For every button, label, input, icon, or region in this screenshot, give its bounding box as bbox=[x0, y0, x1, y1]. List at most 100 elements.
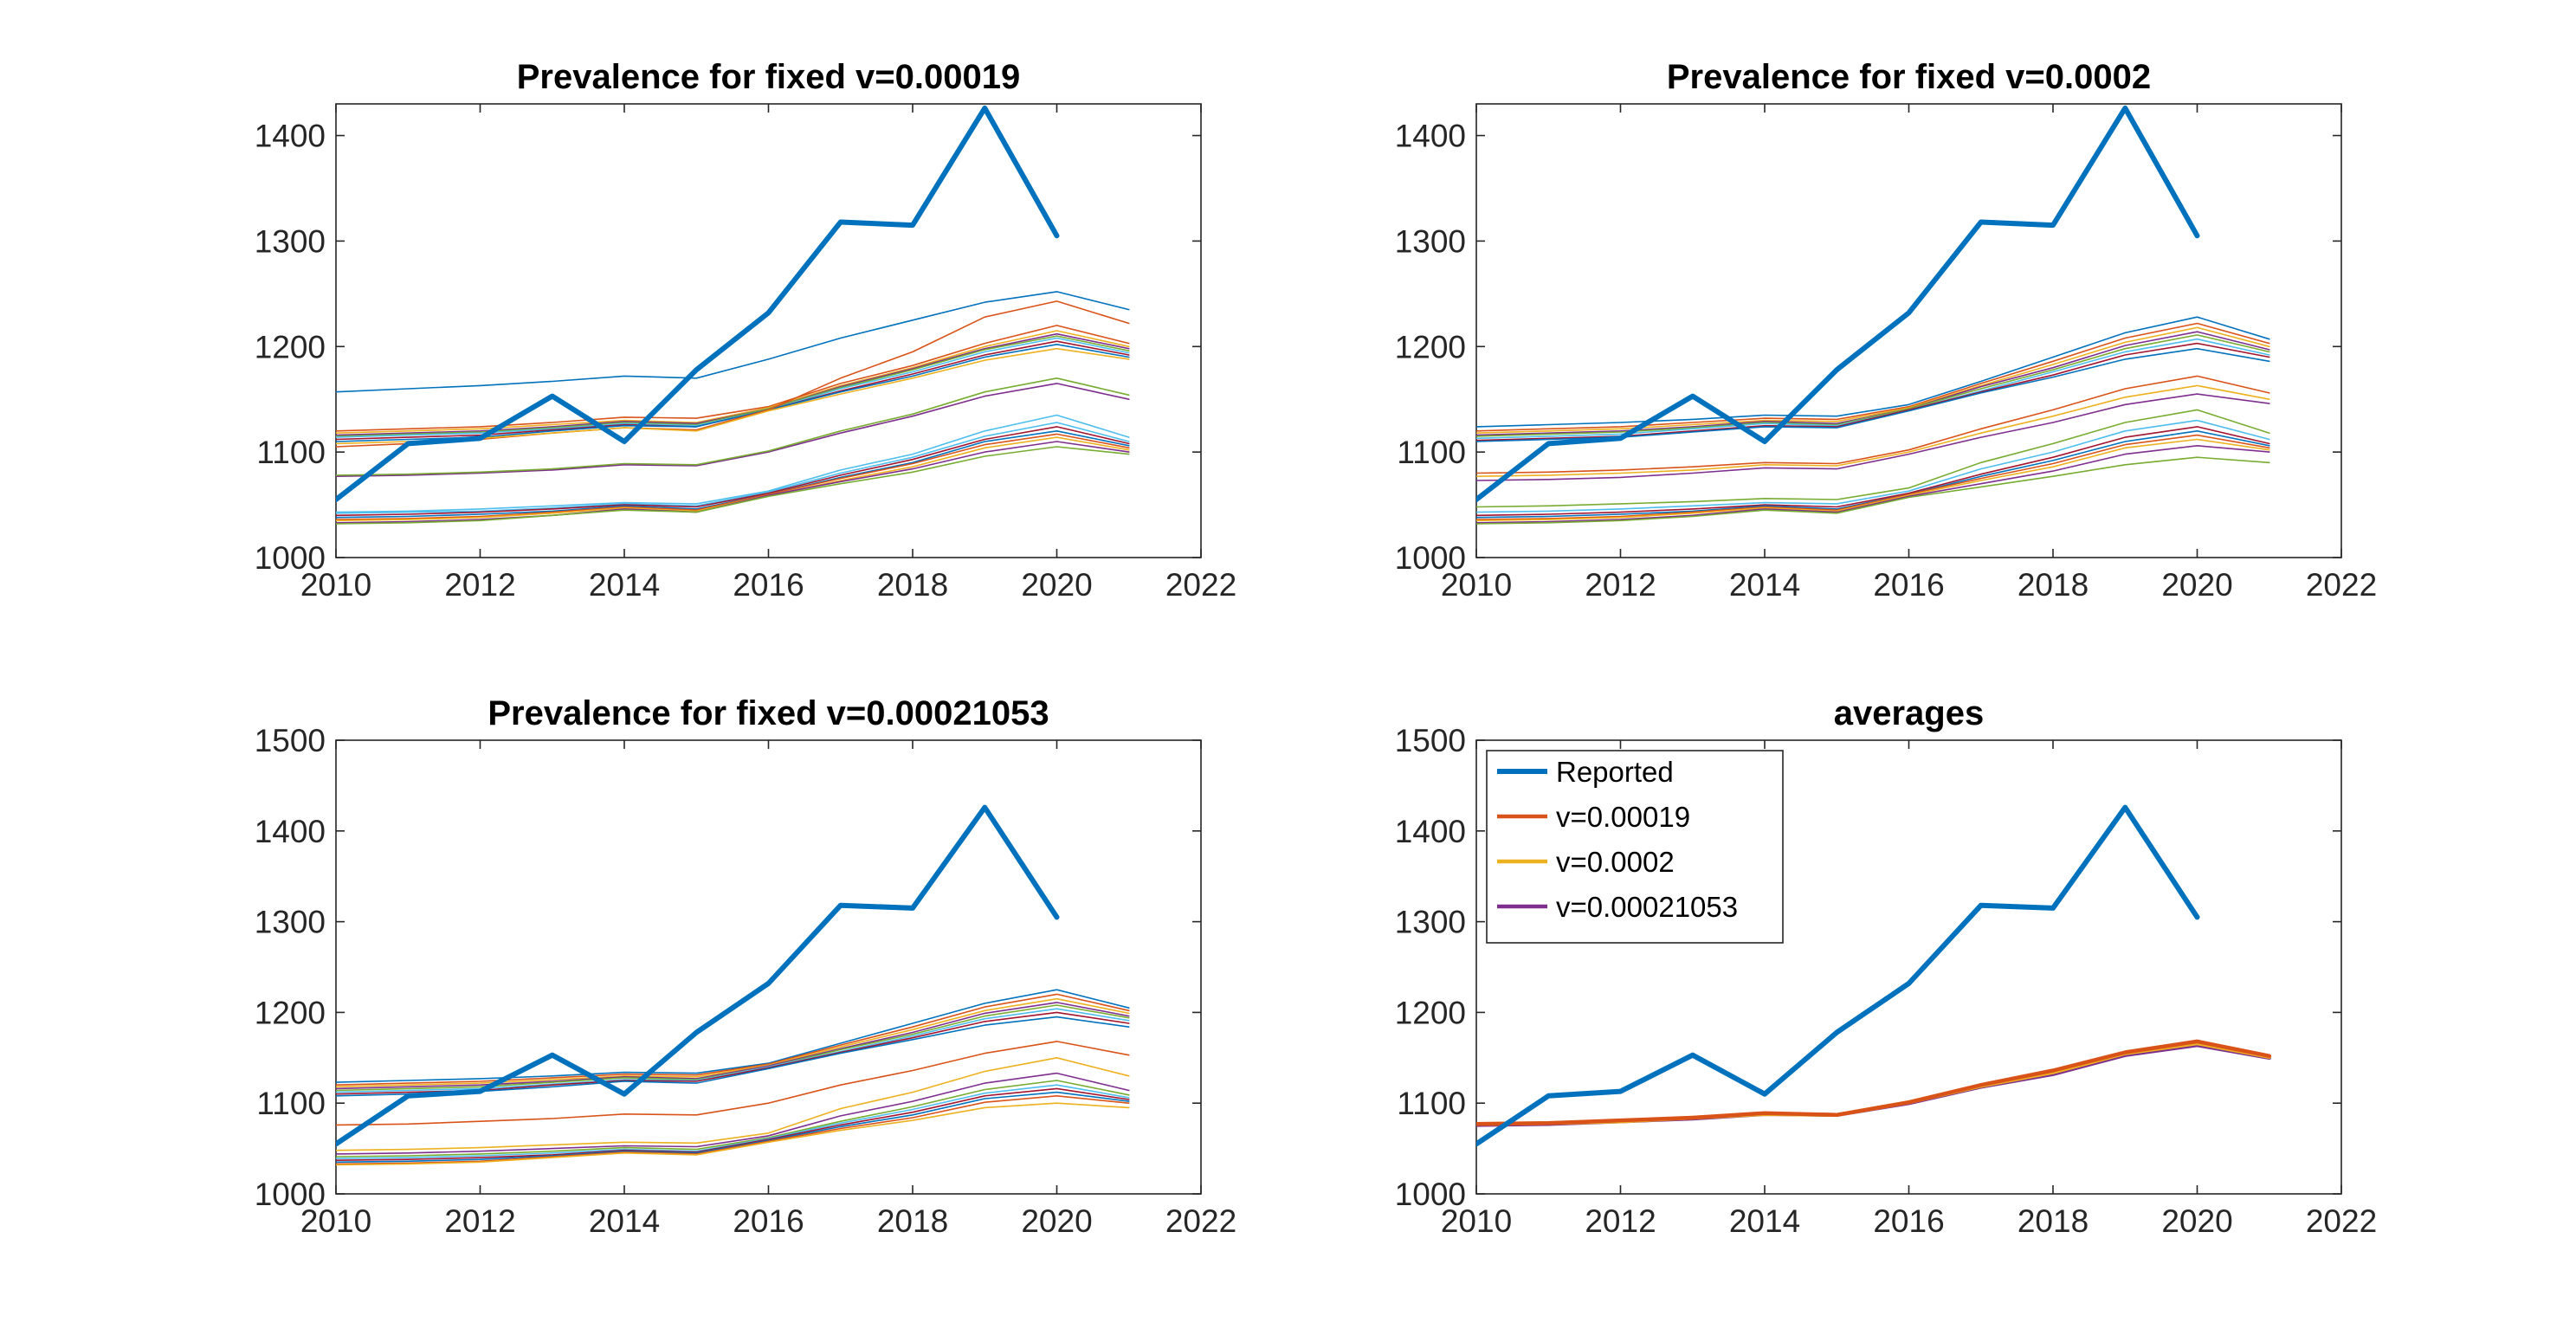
x-tick-label: 2016 bbox=[733, 567, 804, 603]
x-tick-label: 2018 bbox=[877, 1203, 948, 1239]
legend-box bbox=[1486, 750, 1784, 944]
x-tick-label: 2020 bbox=[2161, 567, 2232, 603]
y-tick-label: 1500 bbox=[255, 723, 326, 758]
y-tick-label: 1400 bbox=[1395, 814, 1466, 849]
y-tick-label: 1300 bbox=[1395, 905, 1466, 940]
x-tick-label: 2012 bbox=[444, 1203, 515, 1239]
simulation-line bbox=[336, 1102, 1130, 1166]
x-tick-label: 2018 bbox=[2018, 1203, 2089, 1239]
y-tick-label: 1400 bbox=[255, 119, 326, 154]
subplot-title: Prevalence for fixed v=0.00021053 bbox=[487, 694, 1049, 732]
x-tick-label: 2020 bbox=[1021, 567, 1092, 603]
simulation-line bbox=[336, 1041, 1130, 1126]
y-tick-label: 1400 bbox=[1395, 119, 1466, 154]
simulation-line bbox=[336, 383, 1130, 478]
plot-area bbox=[1476, 105, 2270, 525]
y-tick-label: 1100 bbox=[1397, 1086, 1466, 1121]
simulation-line bbox=[336, 1087, 1130, 1161]
legend-label: v=0.00019 bbox=[1556, 801, 1690, 833]
simulation-line bbox=[336, 377, 1130, 476]
reported-line bbox=[1476, 105, 2200, 502]
x-tick-label: 2016 bbox=[733, 1203, 804, 1239]
x-tick-label: 2016 bbox=[1873, 1203, 1944, 1239]
y-tick-label: 1300 bbox=[255, 223, 326, 259]
legend-label: v=0.00021053 bbox=[1556, 891, 1738, 923]
x-tick-label: 2022 bbox=[2306, 567, 2377, 603]
subplot-title: averages bbox=[1834, 694, 1984, 732]
subplot-v-0-00021053: Prevalence for fixed v=0.00021053 2010 20… bbox=[255, 694, 1236, 1239]
y-tick-label: 1200 bbox=[255, 329, 326, 364]
x-tick-label: 2018 bbox=[877, 567, 948, 603]
simulation-line bbox=[336, 1002, 1130, 1090]
y-tick-label: 1400 bbox=[255, 814, 326, 849]
simulation-line bbox=[1476, 419, 2270, 513]
simulation-line bbox=[336, 1084, 1130, 1159]
x-tick-label: 2010 bbox=[300, 567, 371, 603]
reported-line bbox=[336, 105, 1060, 502]
x-tick-label: 2020 bbox=[2161, 1203, 2232, 1239]
x-tick-label: 2012 bbox=[1585, 1203, 1656, 1239]
series-line bbox=[1476, 804, 2200, 1147]
x-tick-label: 2010 bbox=[300, 1203, 371, 1239]
simulation-line bbox=[336, 989, 1130, 1083]
simulation-line bbox=[1476, 322, 2270, 432]
simulation-line bbox=[1476, 426, 2270, 517]
x-tick-label: 2016 bbox=[1873, 567, 1944, 603]
simulation-line bbox=[1476, 409, 2270, 508]
simulation-line bbox=[1476, 456, 2270, 525]
x-tick-label: 2014 bbox=[1729, 567, 1800, 603]
y-tick-label: 1200 bbox=[1395, 995, 1466, 1030]
simulation-line bbox=[1476, 326, 2270, 435]
x-tick-label: 2010 bbox=[1441, 567, 1512, 603]
simulation-line bbox=[1476, 316, 2270, 428]
simulation-line bbox=[336, 1008, 1130, 1093]
simulation-line bbox=[336, 433, 1130, 520]
legend-label: v=0.0002 bbox=[1556, 846, 1675, 878]
y-tick-label: 1000 bbox=[255, 540, 326, 576]
y-tick-label: 1100 bbox=[256, 1086, 326, 1121]
legend-label: Reported bbox=[1556, 756, 1674, 788]
y-tick-label: 1000 bbox=[1395, 540, 1466, 576]
subplot-averages: averages 2010 2012 2014 2016 2018 2020 2022 100… bbox=[1395, 694, 2377, 1239]
y-tick-label: 1000 bbox=[1395, 1177, 1466, 1212]
simulation-line bbox=[1476, 334, 2270, 437]
y-tick-label: 1100 bbox=[256, 435, 326, 470]
simulation-line bbox=[336, 422, 1130, 514]
simulation-line bbox=[336, 291, 1130, 393]
reported-line bbox=[336, 804, 1060, 1147]
series-line bbox=[1476, 1039, 2272, 1126]
simulation-line bbox=[336, 330, 1130, 435]
x-tick-label: 2022 bbox=[1165, 567, 1236, 603]
x-tick-label: 2022 bbox=[2306, 1203, 2377, 1239]
simulation-line bbox=[336, 1080, 1130, 1158]
x-tick-label: 2010 bbox=[1441, 1203, 1512, 1239]
legend: Reported v=0.00019 v=0.0002 v=0.00021053 bbox=[1486, 750, 1784, 944]
simulation-line bbox=[336, 414, 1130, 513]
simulation-line bbox=[336, 325, 1130, 432]
simulation-line bbox=[336, 993, 1130, 1086]
simulation-line bbox=[1476, 375, 2270, 474]
x-tick-label: 2012 bbox=[444, 567, 515, 603]
y-tick-label: 1000 bbox=[255, 1177, 326, 1212]
simulation-line bbox=[1476, 434, 2270, 520]
x-tick-label: 2022 bbox=[1165, 1203, 1236, 1239]
subplot-title: Prevalence for fixed v=0.00019 bbox=[517, 58, 1020, 96]
simulation-line bbox=[1476, 393, 2270, 481]
simulation-line bbox=[336, 997, 1130, 1088]
x-tick-label: 2014 bbox=[589, 1203, 660, 1239]
x-tick-label: 2018 bbox=[2018, 567, 2089, 603]
plot-area bbox=[336, 804, 1130, 1166]
simulation-line bbox=[336, 1095, 1130, 1165]
subplot-title: Prevalence for fixed v=0.0002 bbox=[1667, 58, 2151, 96]
y-tick-label: 1300 bbox=[255, 905, 326, 940]
plot-area bbox=[1476, 804, 2272, 1147]
simulation-line bbox=[1476, 342, 2270, 442]
subplot-v-0-0002: Prevalence for fixed v=0.0002 2010 2012 20… bbox=[1395, 58, 2377, 603]
simulation-line bbox=[336, 335, 1130, 437]
simulation-line bbox=[336, 426, 1130, 517]
x-tick-label: 2012 bbox=[1585, 567, 1656, 603]
simulation-line bbox=[336, 1072, 1130, 1155]
y-tick-label: 1100 bbox=[1397, 435, 1466, 470]
